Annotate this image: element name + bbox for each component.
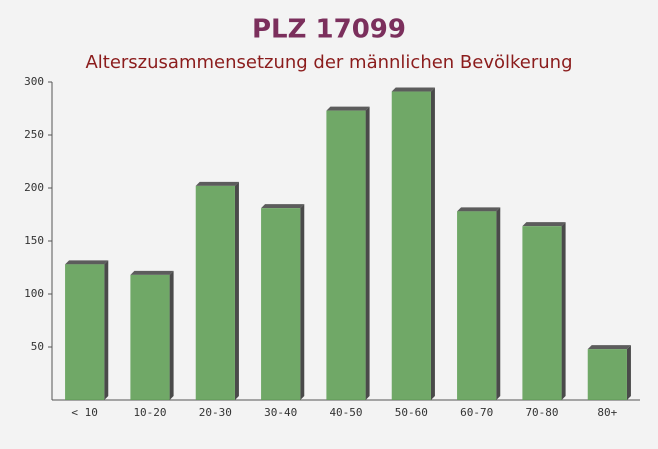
bar (391, 91, 431, 400)
x-tick-label: 30-40 (264, 406, 297, 419)
x-tick-label: 10-20 (133, 406, 166, 419)
x-tick-label: < 10 (71, 406, 98, 419)
bar (522, 226, 562, 400)
bar-top (130, 270, 174, 275)
x-tick-label: 80+ (597, 406, 617, 419)
bar-side (104, 260, 109, 400)
y-tick-label: 250 (24, 128, 44, 141)
bar-side (496, 207, 501, 400)
y-tick-label: 150 (24, 234, 44, 247)
x-tick-label: 20-30 (199, 406, 232, 419)
bar (587, 349, 627, 400)
y-tick-label: 100 (24, 287, 44, 300)
y-tick-label: 50 (31, 340, 44, 353)
bar-side (300, 204, 305, 400)
bar-top (261, 204, 305, 209)
chart-subtitle: Alterszusammensetzung der männlichen Bev… (85, 52, 572, 73)
x-tick-label: 60-70 (460, 406, 493, 419)
x-tick-label: 40-50 (329, 406, 362, 419)
bar-top (587, 345, 631, 350)
bar-side (430, 87, 435, 400)
bar (457, 211, 497, 400)
chart-title: PLZ 17099 (252, 15, 406, 45)
bar-top (391, 87, 435, 92)
x-tick-label: 50-60 (395, 406, 428, 419)
bar-top (195, 181, 239, 186)
bar-side (234, 181, 239, 400)
bar-top (522, 222, 566, 227)
bar (130, 274, 170, 400)
bar-side (626, 345, 631, 400)
y-tick-label: 200 (24, 181, 44, 194)
y-tick-label: 300 (24, 75, 44, 88)
bar-side (561, 222, 566, 400)
bar (326, 110, 366, 401)
x-tick-label: 70-80 (525, 406, 558, 419)
bar-side (169, 270, 174, 400)
bar (65, 264, 105, 400)
bar-top (65, 260, 109, 265)
bar-side (365, 106, 370, 401)
bar (261, 208, 301, 400)
bar (195, 185, 235, 400)
bar-top (457, 207, 501, 212)
bar-top (326, 106, 370, 111)
